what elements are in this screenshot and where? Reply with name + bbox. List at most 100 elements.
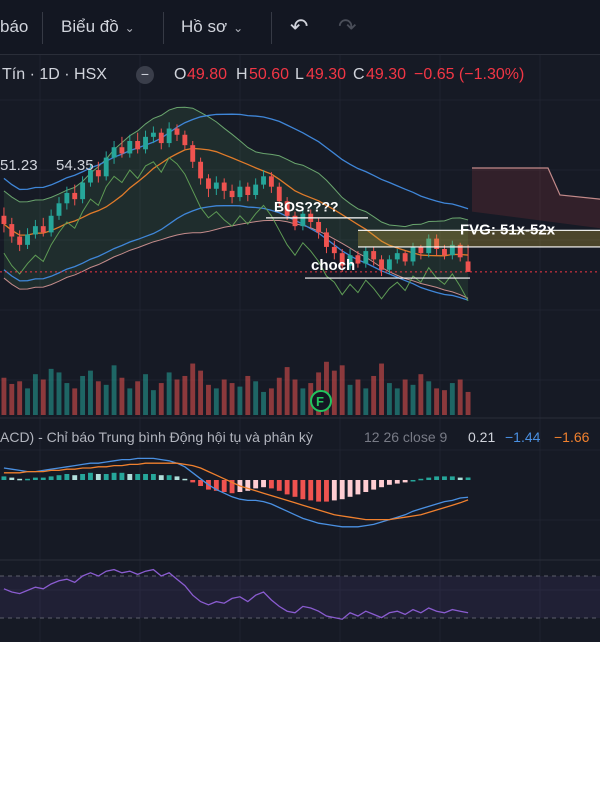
macd-histogram-bar [158,475,164,480]
profile-menu-button[interactable]: Hồ sơ ⌄ [181,17,243,37]
volume-bar [174,379,180,415]
toolbar-partial-item[interactable]: báo [0,17,29,36]
candle-body [363,251,369,264]
volume-bar [40,379,46,415]
choch-label: choch [311,257,355,274]
candle-body [276,186,282,202]
macd-histogram-bar [434,476,440,480]
candle-body [442,249,447,256]
toolbar-separator [163,12,164,44]
candle-body [40,226,46,233]
macd-histogram-bar [229,480,235,494]
chart-canvas[interactable]: FVG: 51x-52x BOS???? choch 51.23 54.35 F ACD) … [0,0,600,642]
macd-histogram-bar [150,474,156,480]
candle-body [324,232,329,247]
candle-body [402,253,408,262]
macd-histogram-bar [331,480,337,501]
macd-histogram-bar [111,472,117,480]
macd-histogram-bar [103,474,109,480]
macd-histogram-bar [410,480,416,482]
macd-histogram-bar [143,474,148,480]
macd-histogram-bar [300,480,306,500]
macd-histogram-bar [261,480,266,488]
volume-bar [363,388,369,415]
moving-average [3,147,469,257]
candle-body [111,147,117,158]
macd-histogram-bar [355,480,361,495]
volume-bar [190,363,196,415]
candle-body [331,246,337,254]
macd-histogram-bar [135,474,141,480]
candle-body [206,178,211,189]
chart-menu-label: Biểu đồ [61,17,119,36]
macd-histogram-bar [56,475,62,480]
volume-bar [457,379,463,415]
macd-histogram-bar [371,480,377,490]
macd-histogram-bar [64,474,70,480]
volume-bar [213,388,219,415]
candle-body [449,244,455,256]
macd-histogram-bar [213,480,219,491]
span-a-projection [472,167,600,200]
volume-bar [386,383,392,415]
candle-body [457,244,463,258]
fvg-label: FVG: 51x-52x [460,221,556,238]
macd-histogram-bar [17,478,23,481]
macd-histogram-bar [127,474,133,480]
volume-bar [465,391,471,415]
macd-histogram-bar [174,476,180,480]
candle-body [48,215,54,233]
volume-bar [182,375,188,415]
macd-histogram-bar [457,477,463,480]
candle-body [166,128,172,144]
volume-bar [206,384,211,415]
span-a-line [3,106,469,228]
candle-body [158,132,164,144]
candle-body [261,176,266,185]
candle-body [221,182,227,191]
minus-icon[interactable]: − [136,66,154,84]
candle-body [135,141,141,150]
candle-body [32,226,38,235]
close-label: C [353,66,365,83]
candle-body [284,201,290,216]
chart-menu-button[interactable]: Biểu đồ ⌄ [61,17,135,37]
volume-bar [9,383,15,415]
volume-bar [300,388,306,415]
macd-histogram-bar [316,480,322,502]
candle-body [268,176,274,187]
high-label: H [236,66,248,83]
volume-bar [355,379,361,415]
macd-histogram-bar [442,476,447,480]
macd-histogram-bar [40,477,46,480]
macd-histogram-bar [363,480,369,492]
candle-body [198,161,204,179]
candle-body [119,147,125,154]
macd-histogram-bar [190,480,196,483]
profile-menu-label: Hồ sơ [181,17,228,36]
volume-bar [237,386,243,415]
macd-legend-name: ACD) - Chỉ báo Trung bình Động hội tụ và… [0,429,313,445]
volume-bar [426,381,432,415]
candle-body [17,236,23,245]
macd-histogram-bar [198,480,204,486]
macd-histogram-bar [119,472,125,480]
macd-legend-params: 12 26 close 9 [364,429,447,445]
macd-histogram-bar [339,480,345,500]
toolbar-separator [271,12,272,44]
macd-histogram-bar [284,480,290,495]
macd-histogram-bar [449,476,455,480]
undo-icon[interactable]: ↶ [290,14,309,39]
symbol-label[interactable]: Tín · 1D · HSX [2,66,107,83]
volume-bar [135,381,141,415]
macd-histogram-bar [418,478,424,481]
candle-body [88,170,93,183]
high-value: 50.60 [249,66,290,83]
candle-body [465,261,471,272]
volume-bar [166,372,172,415]
candle-body [394,253,400,260]
macd-histogram-bar [48,476,54,480]
volume-bar [103,384,109,415]
candle-body [316,222,322,233]
low-value: 49.30 [306,66,347,83]
